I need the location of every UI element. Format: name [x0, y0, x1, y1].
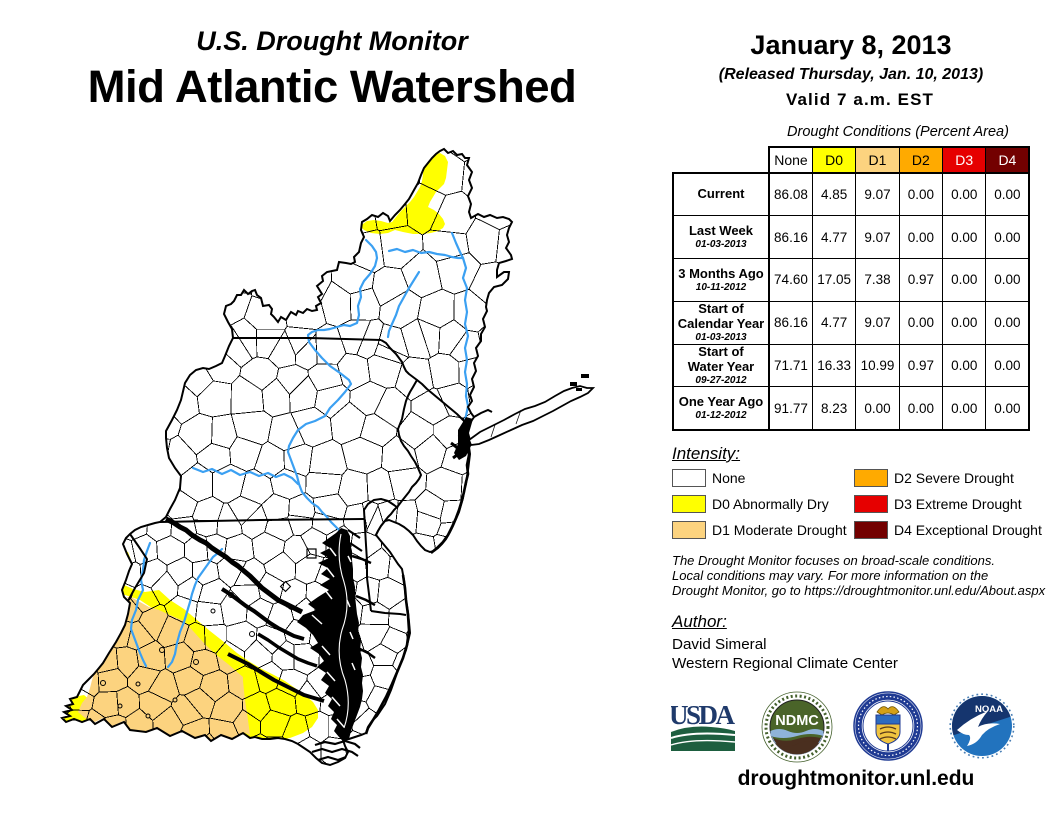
svg-text:USDA: USDA	[671, 701, 735, 730]
svg-text:NDMC: NDMC	[775, 713, 819, 729]
svg-text:NOAA: NOAA	[975, 704, 1003, 715]
